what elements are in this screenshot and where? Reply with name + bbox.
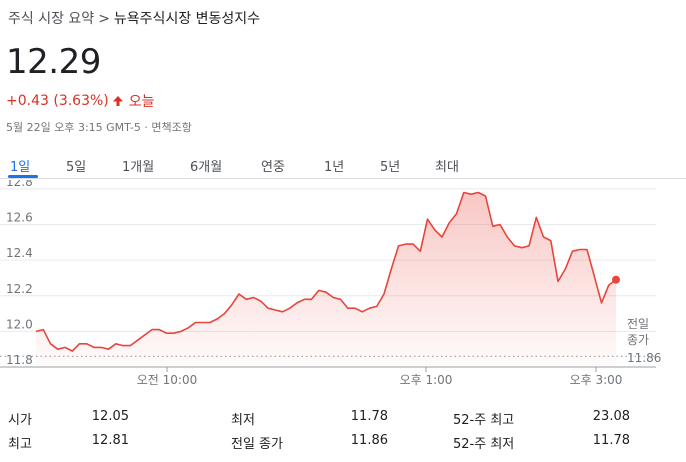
change-period: 오늘 [128,94,155,110]
previous-close-label: 전일 [627,317,649,331]
stat-value: 23.08 [592,409,630,424]
breadcrumb-parent-link[interactable]: 주식 시장 요약 [8,11,95,27]
stat-label: 최저 [231,413,255,428]
tab-max[interactable]: 최대 [435,160,459,175]
price-chart[interactable]: 12.8 12.6 12.4 12.2 12.0 11.8 전일 종가 11.86 오전 … [0,180,686,392]
y-tick-label: 12.0 [6,317,33,331]
active-tab-indicator [8,175,38,178]
y-tick-label: 12.6 [6,211,33,225]
range-tabs: 1일 5일 1개월 6개월 연중 1년 5년 최대 [0,150,686,179]
tab-5y[interactable]: 5년 [380,160,401,175]
tab-5d[interactable]: 5일 [66,160,87,175]
tab-ytd[interactable]: 연중 [261,160,285,175]
x-tick-label: 오후 3:00 [570,373,623,387]
tab-1y[interactable]: 1년 [324,160,345,175]
last-price-dot [612,275,620,284]
stat-value: 11.78 [592,433,630,448]
previous-close-label-2: 종가 [627,333,649,347]
tab-6m[interactable]: 6개월 [190,160,223,175]
y-tick-label: 12.4 [6,246,33,260]
breadcrumb: 주식 시장 요약 > 뉴욕주식시장 변동성지수 [8,8,260,28]
x-tick-label: 오전 10:00 [137,373,197,387]
tab-1d[interactable]: 1일 [10,160,31,175]
x-tick-label: 오후 1:00 [400,373,453,387]
stat-label: 전일 종가 [231,437,283,452]
stat-value: 12.81 [91,433,129,448]
breadcrumb-separator: > [98,11,110,27]
tab-1m[interactable]: 1개월 [122,160,155,175]
y-tick-label: 11.8 [6,353,33,367]
price-change-row: +0.43 (3.63%) 오늘 [6,91,155,111]
current-price: 12.29 [6,42,101,82]
stat-label: 시가 [8,413,32,428]
stat-label: 52-주 최고 [453,413,515,428]
tabs-divider [0,178,686,179]
stat-value: 11.86 [350,433,388,448]
stat-value: 11.78 [350,409,388,424]
breadcrumb-current: 뉴욕주식시장 변동성지수 [113,11,261,27]
stat-label: 최고 [8,437,32,452]
stat-label: 52-주 최저 [453,437,515,452]
previous-close-value: 11.86 [627,351,661,365]
arrow-up-icon [112,95,124,107]
y-tick-label: 12.2 [6,282,33,296]
y-tick-label: 12.8 [6,180,33,189]
quote-timestamp[interactable]: 5월 22일 오후 3:15 GMT-5 · 면책조항 [6,121,192,134]
price-area [36,192,616,367]
stat-value: 12.05 [91,409,129,424]
price-line [35,191,617,352]
price-change: +0.43 (3.63%) [6,93,109,109]
